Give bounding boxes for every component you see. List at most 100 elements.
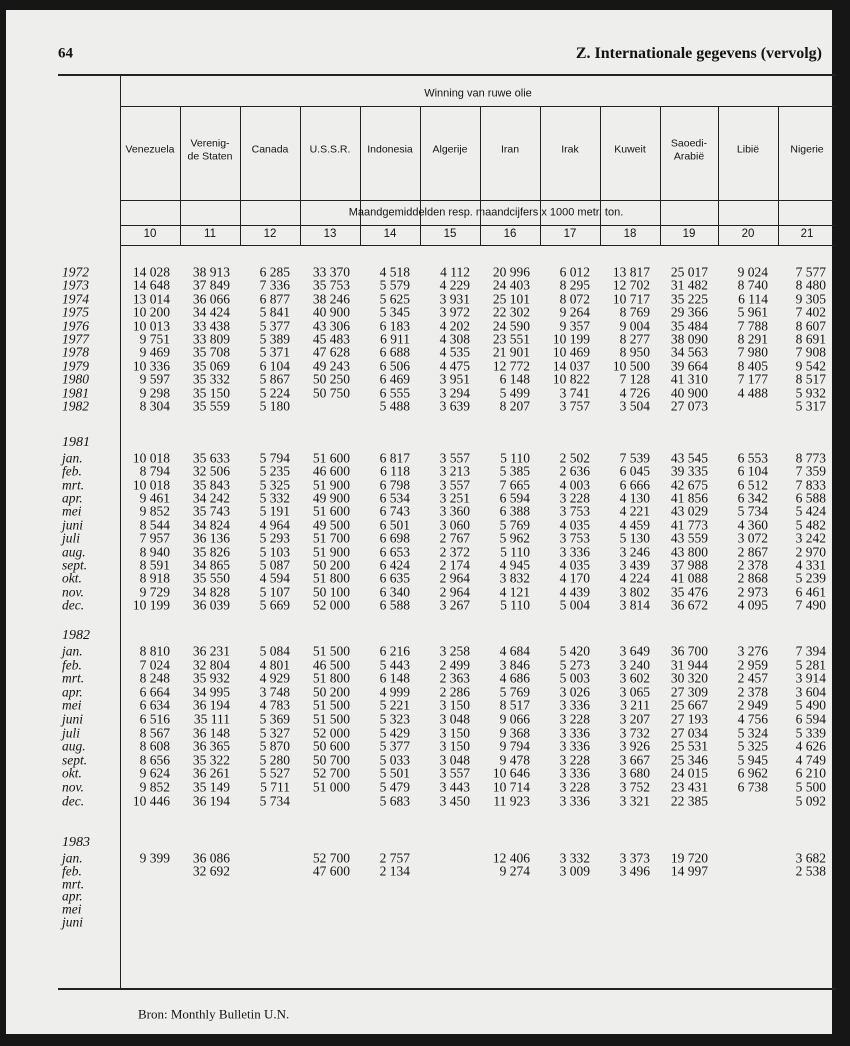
cell-value: 3 211 xyxy=(620,697,650,713)
cell-value: 3 680 xyxy=(619,765,650,781)
row-label: okt. xyxy=(62,570,82,586)
cell-value: 8 291 xyxy=(737,331,768,347)
cell-value: 3 846 xyxy=(499,656,530,672)
rule xyxy=(718,106,719,245)
cell-value: 50 200 xyxy=(312,557,350,573)
cell-value: 2 636 xyxy=(559,463,590,479)
cell-value: 7 359 xyxy=(795,463,826,479)
cell-value: 2 499 xyxy=(439,656,470,672)
cell-value: 5 377 xyxy=(379,738,410,754)
cell-value: 4 439 xyxy=(559,583,590,599)
cell-value: 6 148 xyxy=(379,670,410,686)
cell-value: 9 298 xyxy=(139,384,170,400)
cell-value: 5 103 xyxy=(259,543,290,559)
cell-value: 6 743 xyxy=(379,503,410,519)
cell-value: 8 544 xyxy=(139,517,170,533)
row-label: sept. xyxy=(62,557,88,573)
cell-value: 3 682 xyxy=(795,850,826,866)
cell-value: 3 336 xyxy=(559,765,590,781)
row-label: feb. xyxy=(62,863,82,879)
cell-value: 5 369 xyxy=(259,711,290,727)
cell-value: 6 962 xyxy=(737,765,768,781)
row-label: apr. xyxy=(62,490,83,506)
cell-value: 5 003 xyxy=(559,670,590,686)
column-header: Algerije xyxy=(432,143,468,156)
cell-value: 4 035 xyxy=(559,557,590,573)
cell-value: 3 649 xyxy=(619,643,650,659)
cell-value: 43 306 xyxy=(312,317,350,333)
page-number: 64 xyxy=(58,45,73,62)
cell-value: 2 970 xyxy=(795,543,826,559)
cell-value: 29 366 xyxy=(670,304,708,320)
cell-value: 7 024 xyxy=(139,656,170,672)
cell-value: 5 180 xyxy=(259,398,290,414)
cell-value: 8 769 xyxy=(619,304,650,320)
cell-value: 46 600 xyxy=(312,463,350,479)
cell-value: 32 692 xyxy=(192,863,230,879)
row-label: mrt. xyxy=(62,875,85,891)
cell-value: 27 193 xyxy=(670,711,708,727)
cell-value: 3 251 xyxy=(439,490,470,506)
row-label: 1976 xyxy=(62,317,89,333)
rule xyxy=(58,988,836,990)
rule xyxy=(778,106,779,245)
cell-value: 51 500 xyxy=(312,697,350,713)
cell-value: 50 250 xyxy=(312,371,350,387)
cell-value: 2 174 xyxy=(439,557,470,573)
cell-value: 35 069 xyxy=(192,358,230,374)
cell-value: 41 310 xyxy=(670,371,708,387)
cell-value: 4 726 xyxy=(619,384,650,400)
cell-value: 19 720 xyxy=(670,850,708,866)
cell-value: 8 277 xyxy=(619,331,650,347)
cell-value: 9 004 xyxy=(619,317,650,333)
cell-value: 6 516 xyxy=(139,711,170,727)
row-label: nov. xyxy=(62,779,84,795)
cell-value: 5 385 xyxy=(499,463,530,479)
cell-value: 7 490 xyxy=(795,597,826,613)
cell-value: 2 949 xyxy=(737,697,768,713)
cell-value: 5 371 xyxy=(259,344,290,360)
cell-value: 9 024 xyxy=(737,264,768,280)
rule xyxy=(240,106,241,245)
cell-value: 8 608 xyxy=(139,738,170,754)
cell-value: 7 539 xyxy=(619,450,650,466)
cell-value: 35 843 xyxy=(192,476,230,492)
cell-value: 3 065 xyxy=(619,684,650,700)
cell-value: 3 150 xyxy=(439,724,470,740)
cell-value: 4 112 xyxy=(440,264,470,280)
cell-value: 3 604 xyxy=(795,684,826,700)
cell-value: 5 323 xyxy=(379,711,410,727)
column-number: 16 xyxy=(503,228,517,241)
cell-value: 51 900 xyxy=(312,543,350,559)
cell-value: 10 199 xyxy=(552,331,590,347)
cell-value: 5 479 xyxy=(379,779,410,795)
cell-value: 47 628 xyxy=(312,344,350,360)
cell-value: 35 322 xyxy=(192,752,230,768)
cell-value: 2 964 xyxy=(439,570,470,586)
cell-value: 8 591 xyxy=(139,557,170,573)
column-number: 14 xyxy=(383,228,397,241)
cell-value: 7 128 xyxy=(619,371,650,387)
column-header: Irak xyxy=(561,143,579,156)
cell-value: 5 429 xyxy=(379,724,410,740)
row-label: 1972 xyxy=(62,264,89,280)
column-header: de Staten xyxy=(187,150,233,163)
cell-value: 6 501 xyxy=(379,517,410,533)
cell-value: 36 194 xyxy=(192,697,230,713)
cell-value: 14 648 xyxy=(132,277,170,293)
cell-value: 3 753 xyxy=(559,530,590,546)
cell-value: 5 332 xyxy=(259,490,290,506)
cell-value: 14 037 xyxy=(552,358,590,374)
cell-value: 43 545 xyxy=(670,450,708,466)
cell-value: 35 932 xyxy=(192,670,230,686)
cell-value: 5 579 xyxy=(379,277,410,293)
cell-value: 10 199 xyxy=(132,597,170,613)
cell-value: 4 999 xyxy=(379,684,410,700)
cell-value: 10 018 xyxy=(132,450,170,466)
cell-value: 10 646 xyxy=(492,765,530,781)
column-number: 21 xyxy=(800,228,814,241)
cell-value: 14 997 xyxy=(670,863,708,879)
cell-value: 9 305 xyxy=(795,291,826,307)
cell-value: 9 399 xyxy=(139,850,170,866)
cell-value: 6 555 xyxy=(379,384,410,400)
